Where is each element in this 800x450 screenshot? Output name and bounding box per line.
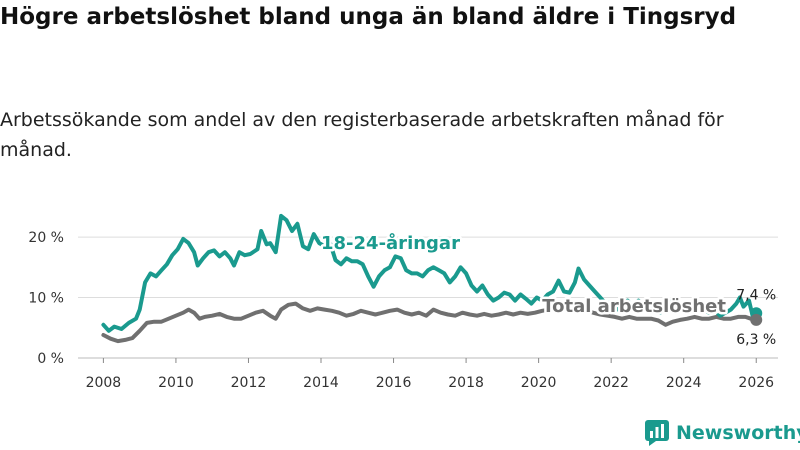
series — [101, 213, 763, 344]
x-tick-label: 2024 — [666, 375, 702, 391]
x-tick-label: 2016 — [376, 375, 412, 391]
x-tick-label: 2022 — [593, 375, 629, 391]
x-tick-label: 2014 — [303, 375, 339, 391]
x-tick-label: 2010 — [158, 375, 194, 391]
labels: 7,4 %6,3 %18-24-åringar18-24-åringarTota… — [319, 230, 777, 348]
brand-name: Newsworthy — [676, 422, 800, 444]
end-point-total — [750, 313, 763, 326]
chart-title: Högre arbetslöshet bland unga än bland ä… — [0, 4, 737, 30]
y-tick-label: 10 % — [28, 291, 64, 307]
axes: 0 % 10 % 20 % 2008 2010 2012 2014 2016 2018 2020 2… — [28, 230, 774, 391]
end-label-total: 6,3 % — [736, 332, 776, 348]
x-tick-label: 2008 — [86, 375, 122, 391]
series-label-halo: 18-24-åringar — [321, 232, 460, 254]
series-label-halo: Total arbetslöshet — [542, 296, 726, 317]
y-tick-label: 0 % — [37, 351, 64, 367]
chart-subtitle: Arbetssökande som andel av den registerb… — [0, 109, 724, 161]
newsworthy-brand[interactable]: Newsworthy — [645, 420, 800, 446]
x-tick-label: 2018 — [448, 375, 484, 391]
series-label-youth: 18-24-åringar — [321, 232, 460, 254]
series-line-youth — [101, 213, 759, 333]
newsworthy-logo-icon — [645, 420, 669, 446]
end-label-youth: 7,4 % — [736, 287, 776, 303]
series-line-total — [101, 301, 759, 344]
y-tick-label: 20 % — [28, 230, 64, 246]
x-tick-label: 2012 — [231, 375, 267, 391]
series-label-total: Total arbetslöshet — [542, 296, 726, 317]
grid-lines — [78, 236, 778, 359]
x-tick-label: 2020 — [521, 375, 557, 391]
x-tick-label: 2026 — [738, 375, 774, 391]
